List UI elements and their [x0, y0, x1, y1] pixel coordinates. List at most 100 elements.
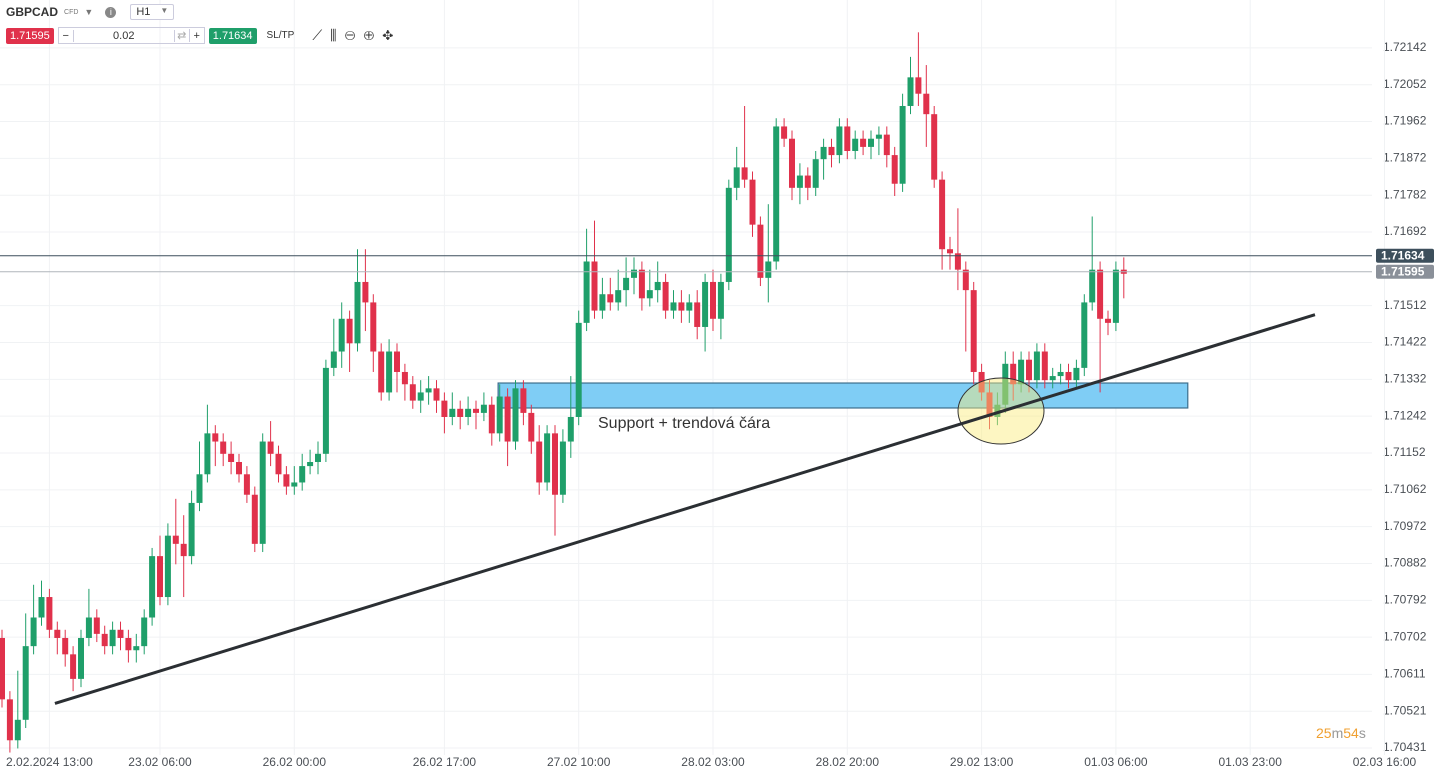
candle-body	[994, 404, 1001, 417]
candle-body	[196, 474, 203, 503]
candle-body	[133, 646, 140, 651]
candle-body	[1081, 302, 1088, 368]
candle-body	[812, 159, 819, 188]
candle-body	[465, 408, 472, 417]
candle-body	[954, 253, 961, 270]
candle-body	[686, 302, 693, 311]
y-tick-label: 1.70431	[1383, 740, 1427, 754]
candle-body	[449, 408, 456, 417]
candle-body	[157, 556, 163, 598]
minus-button[interactable]: −	[62, 29, 69, 42]
amount-input: − 0.02 ⇄ +	[57, 27, 205, 44]
candle-body	[883, 134, 890, 156]
candle-body	[868, 138, 874, 147]
candle-body	[970, 290, 977, 372]
candle-body	[1097, 269, 1104, 319]
candle-body	[583, 261, 590, 323]
candle-body	[101, 633, 108, 647]
candle-body	[93, 617, 100, 634]
candle-body	[757, 224, 764, 278]
candle-body	[765, 261, 772, 278]
tag: CFD	[64, 8, 79, 16]
candle-body	[1041, 351, 1048, 381]
dropdown[interactable]: ▼	[84, 7, 94, 17]
y-tick-label: 1.71782	[1383, 187, 1427, 201]
candle-body	[710, 281, 716, 319]
candle-body	[923, 93, 930, 115]
candle-body	[623, 277, 630, 291]
candle-body	[852, 138, 859, 151]
candle-body	[6, 699, 13, 741]
sell-price[interactable]: 1.71595	[6, 27, 54, 44]
candle-body	[236, 462, 242, 475]
candle-body	[109, 629, 116, 647]
candle-body	[1002, 363, 1009, 405]
candle-body	[962, 269, 969, 291]
timer-part: 54	[1343, 725, 1359, 741]
y-tick-label: 1.70792	[1383, 592, 1427, 606]
candle-body	[1018, 359, 1025, 385]
candle-body	[259, 441, 266, 544]
x-tick-label: 23.02 06:00	[128, 755, 192, 769]
candle-body	[575, 322, 582, 417]
x-tick-label: 02.03 16:00	[1353, 755, 1417, 769]
candle-body	[346, 318, 353, 344]
candle-body	[291, 482, 298, 487]
candle-body	[828, 146, 835, 156]
candle-body	[947, 249, 953, 254]
amount[interactable]: 0.02	[72, 29, 175, 42]
candle-body	[875, 134, 882, 139]
candle-body	[394, 351, 400, 372]
candle-body	[599, 294, 606, 311]
timer-part: s	[1359, 725, 1366, 741]
sltp[interactable]: SL/TP	[266, 30, 295, 41]
plus-button[interactable]: +	[193, 29, 200, 42]
candle-body	[789, 138, 795, 188]
candle-body	[552, 433, 558, 495]
annotation: Support + trendová čára	[598, 415, 770, 432]
candle-body	[702, 281, 709, 327]
symbol[interactable]: GBPCAD	[6, 5, 59, 19]
y-tick-label: 1.71242	[1383, 408, 1427, 422]
candle-body	[741, 167, 748, 180]
candle-body	[22, 646, 29, 720]
candle-body	[1010, 363, 1017, 385]
candle-body	[38, 597, 45, 618]
timeframe[interactable]: H1 ▼	[130, 4, 175, 20]
x-tick-label: 01.03 06:00	[1084, 755, 1148, 769]
candle-body	[1089, 269, 1096, 303]
candle-body	[149, 556, 156, 618]
candle-body	[631, 269, 637, 278]
candle-body	[504, 396, 511, 442]
timer-part: m	[1332, 725, 1344, 741]
y-tick-label: 1.71962	[1383, 114, 1427, 128]
candle-body	[70, 654, 77, 679]
candle-body	[370, 302, 377, 352]
candle-body	[220, 441, 227, 454]
x-tick-label: 26.02 17:00	[413, 755, 477, 769]
candle-body	[299, 466, 306, 483]
candle-body	[591, 261, 598, 311]
candle-body	[164, 535, 171, 598]
candle-body	[386, 351, 393, 393]
x-tick-label: 2.02.2024 13:00	[6, 755, 93, 769]
candle-body	[228, 453, 235, 463]
candle-body	[796, 175, 803, 188]
candle-body	[939, 179, 946, 250]
candle-body	[322, 367, 329, 454]
candle-body	[338, 318, 345, 352]
buy-price[interactable]: 1.71634	[208, 27, 257, 44]
candle-body	[441, 400, 448, 417]
candle-body	[536, 441, 543, 483]
support-zone	[497, 382, 1189, 409]
info-icon[interactable]: i	[105, 6, 117, 18]
candle-body	[528, 412, 535, 442]
tool-icons[interactable]: ⟋⫼⊖⊕✥	[312, 27, 402, 43]
y-tick-label: 1.70702	[1383, 629, 1427, 643]
candle-body	[654, 281, 661, 291]
candle-body	[891, 155, 898, 184]
candle-body	[986, 392, 993, 417]
candle-body	[694, 302, 701, 327]
swap-icon[interactable]: ⇄	[175, 29, 190, 42]
candle-body	[678, 302, 685, 311]
